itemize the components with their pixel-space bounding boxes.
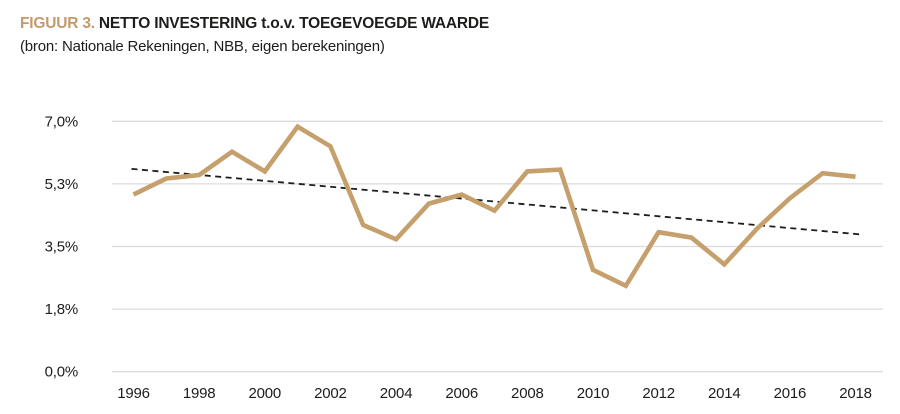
svg-text:1996: 1996 — [117, 385, 150, 402]
svg-text:2010: 2010 — [577, 385, 610, 402]
svg-text:2014: 2014 — [708, 385, 741, 402]
svg-text:2018: 2018 — [839, 385, 872, 402]
svg-text:2016: 2016 — [774, 385, 807, 402]
x-axis-labels: 1996 1998 2000 2002 2004 2006 2008 2010 2012 2014… — [117, 385, 872, 402]
svg-text:0,0%: 0,0% — [45, 364, 78, 381]
gridlines — [112, 120, 883, 373]
figure-label: FIGUUR 3. — [20, 15, 95, 32]
figure-source: (bron: Nationale Rekeningen, NBB, eigen … — [20, 38, 385, 55]
figure-title: NETTO INVESTERING t.o.v. TOEGEVOEGDE WAA… — [98, 15, 490, 32]
svg-text:5,3%: 5,3% — [45, 176, 78, 193]
data-line — [132, 123, 856, 289]
figure-title-line: FIGUUR 3. NETTO INVESTERING t.o.v. TOEGEV… — [20, 12, 489, 35]
svg-text:1,8%: 1,8% — [45, 301, 78, 318]
svg-text:2008: 2008 — [511, 385, 544, 402]
svg-text:3,5%: 3,5% — [45, 239, 78, 256]
svg-text:2000: 2000 — [248, 385, 281, 402]
svg-text:2004: 2004 — [380, 385, 413, 402]
svg-text:2012: 2012 — [642, 385, 675, 402]
trend-line — [131, 167, 860, 236]
svg-text:2002: 2002 — [314, 385, 347, 402]
svg-text:7,0%: 7,0% — [45, 113, 78, 130]
svg-text:2006: 2006 — [445, 385, 478, 402]
y-axis-labels: 0,0% 1,8% 3,5% 5,3% 7,0% — [45, 113, 79, 381]
figure-header: FIGUUR 3. NETTO INVESTERING t.o.v. TOEGEV… — [20, 12, 489, 58]
svg-text:1998: 1998 — [183, 385, 216, 402]
